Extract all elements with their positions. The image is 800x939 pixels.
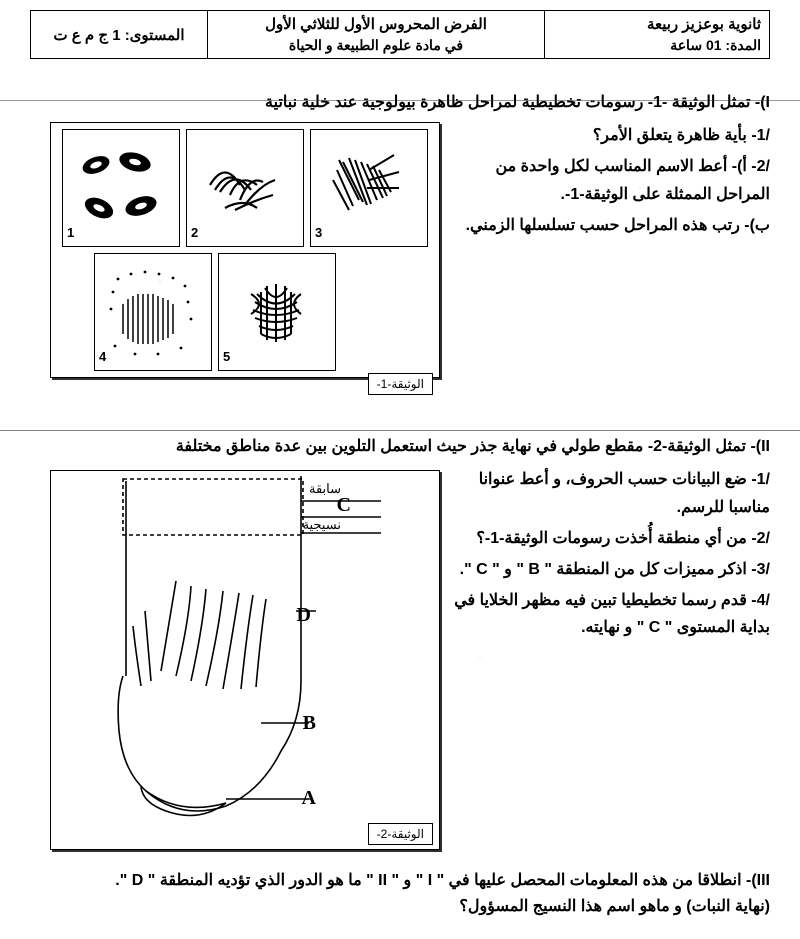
q2-lead: II)- تمثل الوثيقة-2- مقطع طولي في نهاية …	[30, 433, 770, 460]
duration: المدة: 01 ساعة	[553, 37, 761, 54]
header-school-col: ثانوية بوعزيز ربيعة المدة: 01 ساعة	[544, 11, 769, 58]
fig1-cell-2: 2	[186, 129, 304, 247]
q1-subquestions: /1- بأية ظاهرة يتعلق الأمر؟ /2- أ)- أعط …	[450, 122, 770, 243]
q2-b: /2- من أي منطقة أُخذت رسومات الوثيقة-1-؟	[450, 525, 770, 552]
fig2-label-B: B	[303, 712, 316, 734]
exam-title-1: الفرض المحروس الأول للثلاثي الأول	[216, 15, 536, 33]
fig1-cell-5: 5	[218, 253, 336, 371]
fig2-label-D: D	[297, 604, 311, 626]
exam-header: ثانوية بوعزيز ربيعة المدة: 01 ساعة الفرض…	[30, 10, 770, 59]
fig1-cell-1: 1	[62, 129, 180, 247]
figure-1: 3 2	[50, 122, 440, 378]
fig2-top-3: نسيجية	[303, 517, 341, 532]
q1-lead: I)- تمثل الوثيقة -1- رسومات تخطيطية لمرا…	[30, 89, 770, 116]
fig1-num: 1	[67, 222, 74, 244]
school-name: ثانوية بوعزيز ربيعة	[553, 15, 761, 33]
fig1-cell-4: 4	[94, 253, 212, 371]
fig2-label-C: C	[337, 494, 351, 516]
fig1-num: 3	[315, 222, 322, 244]
question-3: III)- انطلاقا من هذه المعلومات المحصل عل…	[30, 868, 770, 919]
fig2-caption: الوثيقة-2-	[368, 823, 433, 845]
q2-a: /1- ضع البيانات حسب الحروف، و أعط عنوانا…	[450, 466, 770, 520]
q1-a: /1- بأية ظاهرة يتعلق الأمر؟	[450, 122, 770, 149]
fig1-num: 4	[99, 346, 106, 368]
fig1-cell-3: 3	[310, 129, 428, 247]
header-level-col: المستوى: 1 ج م ع ت	[31, 11, 207, 58]
fig1-caption: الوثيقة-1-	[368, 373, 433, 395]
figure-2: A B D C سابقة نسيجية الوثيقة-2-	[50, 470, 440, 850]
fig1-num: 5	[223, 346, 230, 368]
q2-d: /4- قدم رسما تخطيطيا تبين فيه مظهر الخلا…	[450, 587, 770, 641]
q1-b: /2- أ)- أعط الاسم المناسب لكل واحدة من ا…	[450, 153, 770, 207]
header-title-col: الفرض المحروس الأول للثلاثي الأول في ماد…	[207, 11, 544, 58]
q3-line2: (نهاية النبات) و ماهو اسم هذا النسيج الم…	[30, 894, 770, 920]
question-2: II)- تمثل الوثيقة-2- مقطع طولي في نهاية …	[30, 433, 770, 850]
question-1: I)- تمثل الوثيقة -1- رسومات تخطيطية لمرا…	[30, 89, 770, 378]
fig1-num: 2	[191, 222, 198, 244]
q2-c: /3- اذكر مميزات كل من المنطقة " B " و " …	[450, 556, 770, 583]
fig2-label-A: A	[302, 787, 317, 809]
q3-line1: III)- انطلاقا من هذه المعلومات المحصل عل…	[30, 868, 770, 894]
fig2-top-1: سابقة	[309, 481, 341, 496]
level: المستوى: 1 ج م ع ت	[39, 26, 199, 44]
q1-c: ب)- رتب هذه المراحل حسب تسلسلها الزمني.	[450, 212, 770, 239]
exam-title-2: في مادة علوم الطبيعة و الحياة	[216, 37, 536, 54]
q2-subquestions: /1- ضع البيانات حسب الحروف، و أعط عنوانا…	[450, 466, 770, 645]
